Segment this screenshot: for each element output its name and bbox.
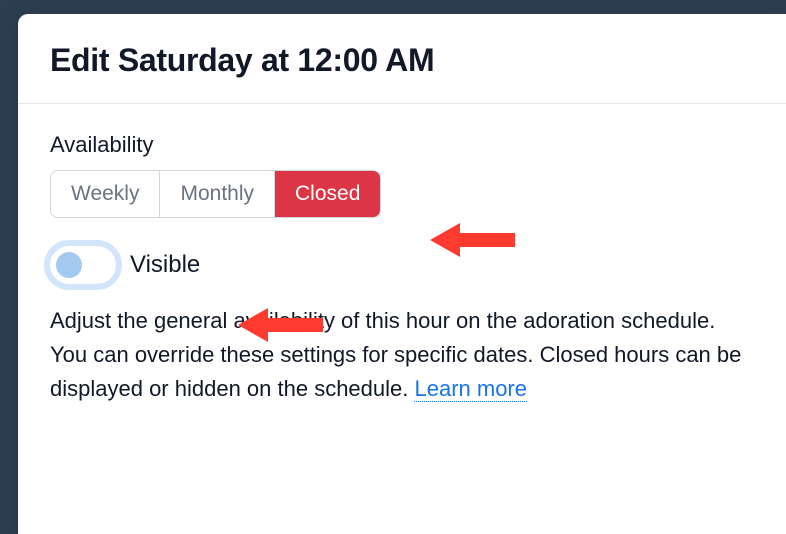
availability-description: Adjust the general availability of this … [50,304,754,406]
description-text: Adjust the general availability of this … [50,308,741,401]
availability-label: Availability [50,132,754,158]
learn-more-link[interactable]: Learn more [414,376,527,402]
availability-segmented-control: Weekly Monthly Closed [50,170,381,218]
modal-header: Edit Saturday at 12:00 AM [18,14,786,104]
availability-option-weekly[interactable]: Weekly [51,171,160,217]
modal-body: Availability Weekly Monthly Closed Visib… [18,104,786,434]
visible-toggle-row: Visible [50,246,754,284]
toggle-knob [56,252,82,278]
visible-toggle-label: Visible [130,251,200,279]
availability-option-monthly[interactable]: Monthly [160,171,275,217]
availability-option-closed[interactable]: Closed [275,171,380,217]
modal-title: Edit Saturday at 12:00 AM [50,42,754,79]
edit-hour-modal: Edit Saturday at 12:00 AM Availability W… [18,14,786,534]
visible-toggle[interactable] [50,246,116,284]
